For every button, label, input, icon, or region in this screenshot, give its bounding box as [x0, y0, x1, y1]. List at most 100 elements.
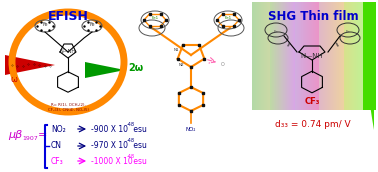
Bar [262, 2, 264, 110]
Bar [369, 2, 370, 110]
Bar [317, 2, 319, 110]
Bar [335, 2, 336, 110]
Bar [316, 2, 318, 110]
Bar [301, 2, 302, 110]
Bar [313, 2, 315, 110]
Bar [339, 2, 341, 110]
Bar [279, 2, 281, 110]
Polygon shape [5, 55, 55, 75]
Bar [363, 2, 365, 110]
Bar [306, 2, 308, 110]
Bar [308, 2, 310, 110]
Bar [257, 2, 259, 110]
Bar [350, 2, 351, 110]
Bar [351, 2, 353, 110]
Bar [350, 2, 352, 110]
Bar [326, 2, 328, 110]
Bar [253, 2, 255, 110]
Bar [358, 2, 359, 110]
Bar [296, 2, 298, 110]
Text: -900 X 10: -900 X 10 [91, 125, 128, 133]
Bar [321, 2, 323, 110]
Bar [265, 2, 266, 110]
Bar [328, 2, 330, 110]
Bar [371, 2, 372, 110]
Bar [329, 2, 331, 110]
Bar [275, 2, 277, 110]
Bar [292, 2, 294, 110]
Bar [276, 2, 278, 110]
Bar [319, 2, 321, 110]
Bar [288, 2, 290, 110]
Bar [295, 2, 297, 110]
Bar [289, 2, 290, 110]
Bar [321, 2, 323, 110]
Text: =: = [331, 40, 339, 48]
Bar [270, 2, 272, 110]
Bar [254, 2, 256, 110]
Bar [253, 2, 254, 110]
Bar [355, 2, 356, 110]
Bar [368, 2, 370, 110]
Bar [372, 2, 374, 110]
Bar [314, 2, 315, 110]
Bar [332, 2, 334, 110]
Bar [370, 2, 371, 110]
Bar [287, 2, 289, 110]
Bar [334, 2, 336, 110]
Bar [338, 2, 340, 110]
Bar [324, 2, 325, 110]
Bar [267, 2, 268, 110]
Text: Fe1: Fe1 [225, 16, 232, 20]
Bar [340, 2, 341, 110]
Bar [271, 2, 273, 110]
Bar [374, 2, 376, 110]
Bar [260, 2, 262, 110]
Bar [279, 2, 280, 110]
Bar [373, 2, 375, 110]
Bar [340, 2, 342, 110]
Bar [307, 2, 309, 110]
Bar [283, 2, 284, 110]
Bar [273, 2, 274, 110]
Bar [310, 2, 312, 110]
Text: N—NH: N—NH [60, 49, 76, 53]
Bar [359, 2, 361, 110]
Bar [263, 2, 265, 110]
Bar [286, 2, 288, 110]
Bar [282, 2, 284, 110]
Bar [335, 2, 337, 110]
Bar [330, 2, 331, 110]
Bar [370, 2, 372, 110]
Bar [341, 2, 343, 110]
Bar [285, 2, 287, 110]
Text: N—NH: N—NH [301, 53, 323, 59]
Bar [314, 2, 316, 110]
Bar [259, 2, 261, 110]
Bar [298, 2, 299, 110]
Bar [322, 2, 324, 110]
Bar [332, 2, 334, 110]
Bar [355, 2, 357, 110]
Bar [297, 2, 299, 110]
Bar [259, 2, 261, 110]
Bar [366, 2, 367, 110]
Bar [281, 2, 283, 110]
Bar [259, 2, 260, 110]
Bar [369, 2, 371, 110]
Bar [302, 2, 304, 110]
Text: NO₂: NO₂ [51, 125, 66, 133]
Bar [286, 2, 288, 110]
Bar [356, 2, 358, 110]
Polygon shape [85, 62, 125, 78]
Bar [288, 2, 289, 110]
Bar [319, 2, 321, 110]
Bar [371, 2, 373, 110]
Bar [296, 2, 297, 110]
Bar [316, 2, 318, 110]
Bar [343, 2, 345, 110]
Bar [349, 2, 350, 110]
Bar [329, 2, 330, 110]
Bar [265, 2, 267, 110]
Bar [291, 2, 293, 110]
